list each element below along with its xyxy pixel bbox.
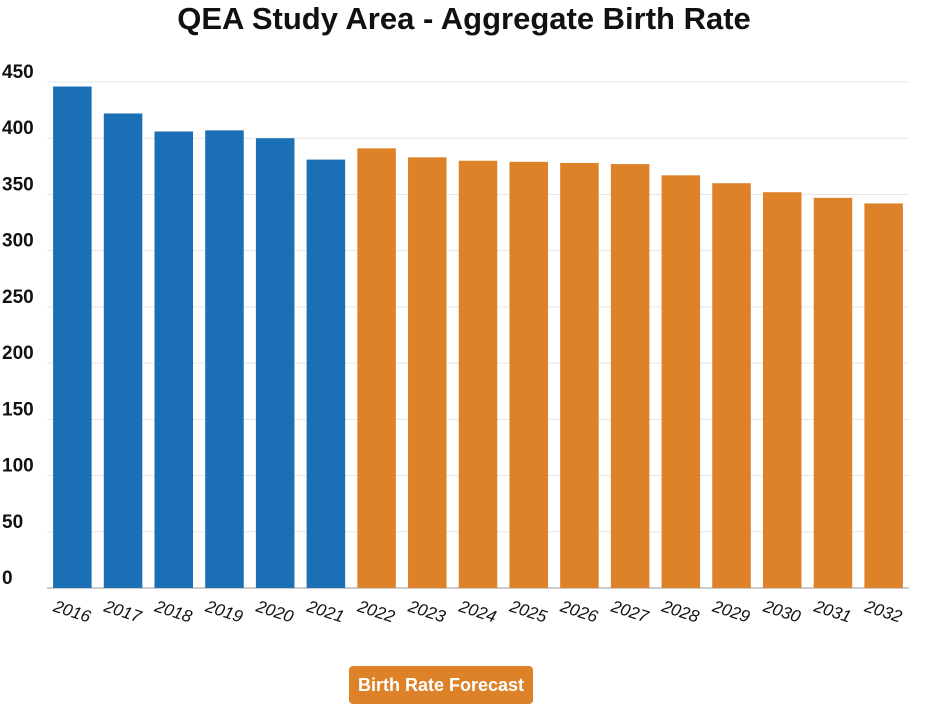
y-tick-label: 100 bbox=[2, 456, 34, 477]
y-tick-label: 0 bbox=[2, 568, 13, 589]
bar-2025[interactable] bbox=[509, 161, 548, 588]
x-tick-label: 2026 bbox=[557, 596, 600, 626]
x-tick-label: 2022 bbox=[354, 596, 397, 626]
x-tick-label: 2017 bbox=[101, 596, 144, 626]
bar-2021[interactable] bbox=[306, 159, 346, 588]
bar-2018[interactable] bbox=[154, 131, 194, 588]
chart-title: QEA Study Area - Aggregate Birth Rate bbox=[177, 1, 751, 36]
bar-2024[interactable] bbox=[458, 160, 498, 588]
x-tick-label: 2023 bbox=[405, 596, 448, 626]
bar-2032[interactable] bbox=[864, 203, 903, 588]
y-tick-label: 400 bbox=[2, 118, 34, 139]
x-tick-label: 2016 bbox=[50, 596, 93, 626]
y-axis: 0 50 100 150 200 250 300 350 400 450 bbox=[2, 62, 34, 589]
x-tick-label: 2028 bbox=[659, 596, 702, 626]
bar-2028[interactable] bbox=[661, 175, 701, 588]
y-tick-label: 450 bbox=[2, 62, 34, 83]
y-tick-label: 350 bbox=[2, 174, 34, 195]
x-tick-label: 2031 bbox=[811, 596, 854, 626]
bar-2029[interactable] bbox=[712, 183, 751, 588]
bar-2022[interactable] bbox=[357, 148, 396, 588]
bar-2030[interactable] bbox=[762, 192, 802, 588]
x-tick-label: 2021 bbox=[304, 596, 347, 626]
bars bbox=[53, 86, 903, 589]
y-tick-label: 250 bbox=[2, 287, 34, 308]
bar-2026[interactable] bbox=[560, 162, 599, 588]
x-tick-label: 2030 bbox=[760, 596, 803, 626]
y-tick-label: 300 bbox=[2, 231, 34, 252]
x-tick-label: 2018 bbox=[152, 596, 195, 626]
y-tick-label: 150 bbox=[2, 399, 34, 420]
x-tick-label: 2024 bbox=[456, 596, 499, 626]
x-tick-label: 2029 bbox=[709, 596, 752, 626]
bar-2016[interactable] bbox=[53, 86, 92, 589]
x-tick-label: 2020 bbox=[253, 596, 296, 626]
x-tick-label: 2019 bbox=[202, 596, 245, 626]
bar-2031[interactable] bbox=[813, 197, 853, 588]
x-tick-label: 2027 bbox=[608, 596, 651, 626]
y-tick-label: 50 bbox=[2, 512, 23, 533]
bar-2020[interactable] bbox=[255, 138, 295, 588]
x-tick-label: 2025 bbox=[507, 596, 550, 626]
y-tick-label: 200 bbox=[2, 343, 34, 364]
bar-2023[interactable] bbox=[408, 157, 447, 589]
bar-2017[interactable] bbox=[103, 113, 143, 589]
legend-birth-rate-forecast[interactable]: Birth Rate Forecast bbox=[349, 666, 534, 704]
x-axis: 2016 2017 2018 2019 2020 2021 2022 2023 2024 2025… bbox=[50, 596, 905, 626]
bar-2019[interactable] bbox=[205, 130, 244, 588]
bar-2027[interactable] bbox=[610, 164, 650, 588]
x-tick-label: 2032 bbox=[861, 596, 904, 626]
